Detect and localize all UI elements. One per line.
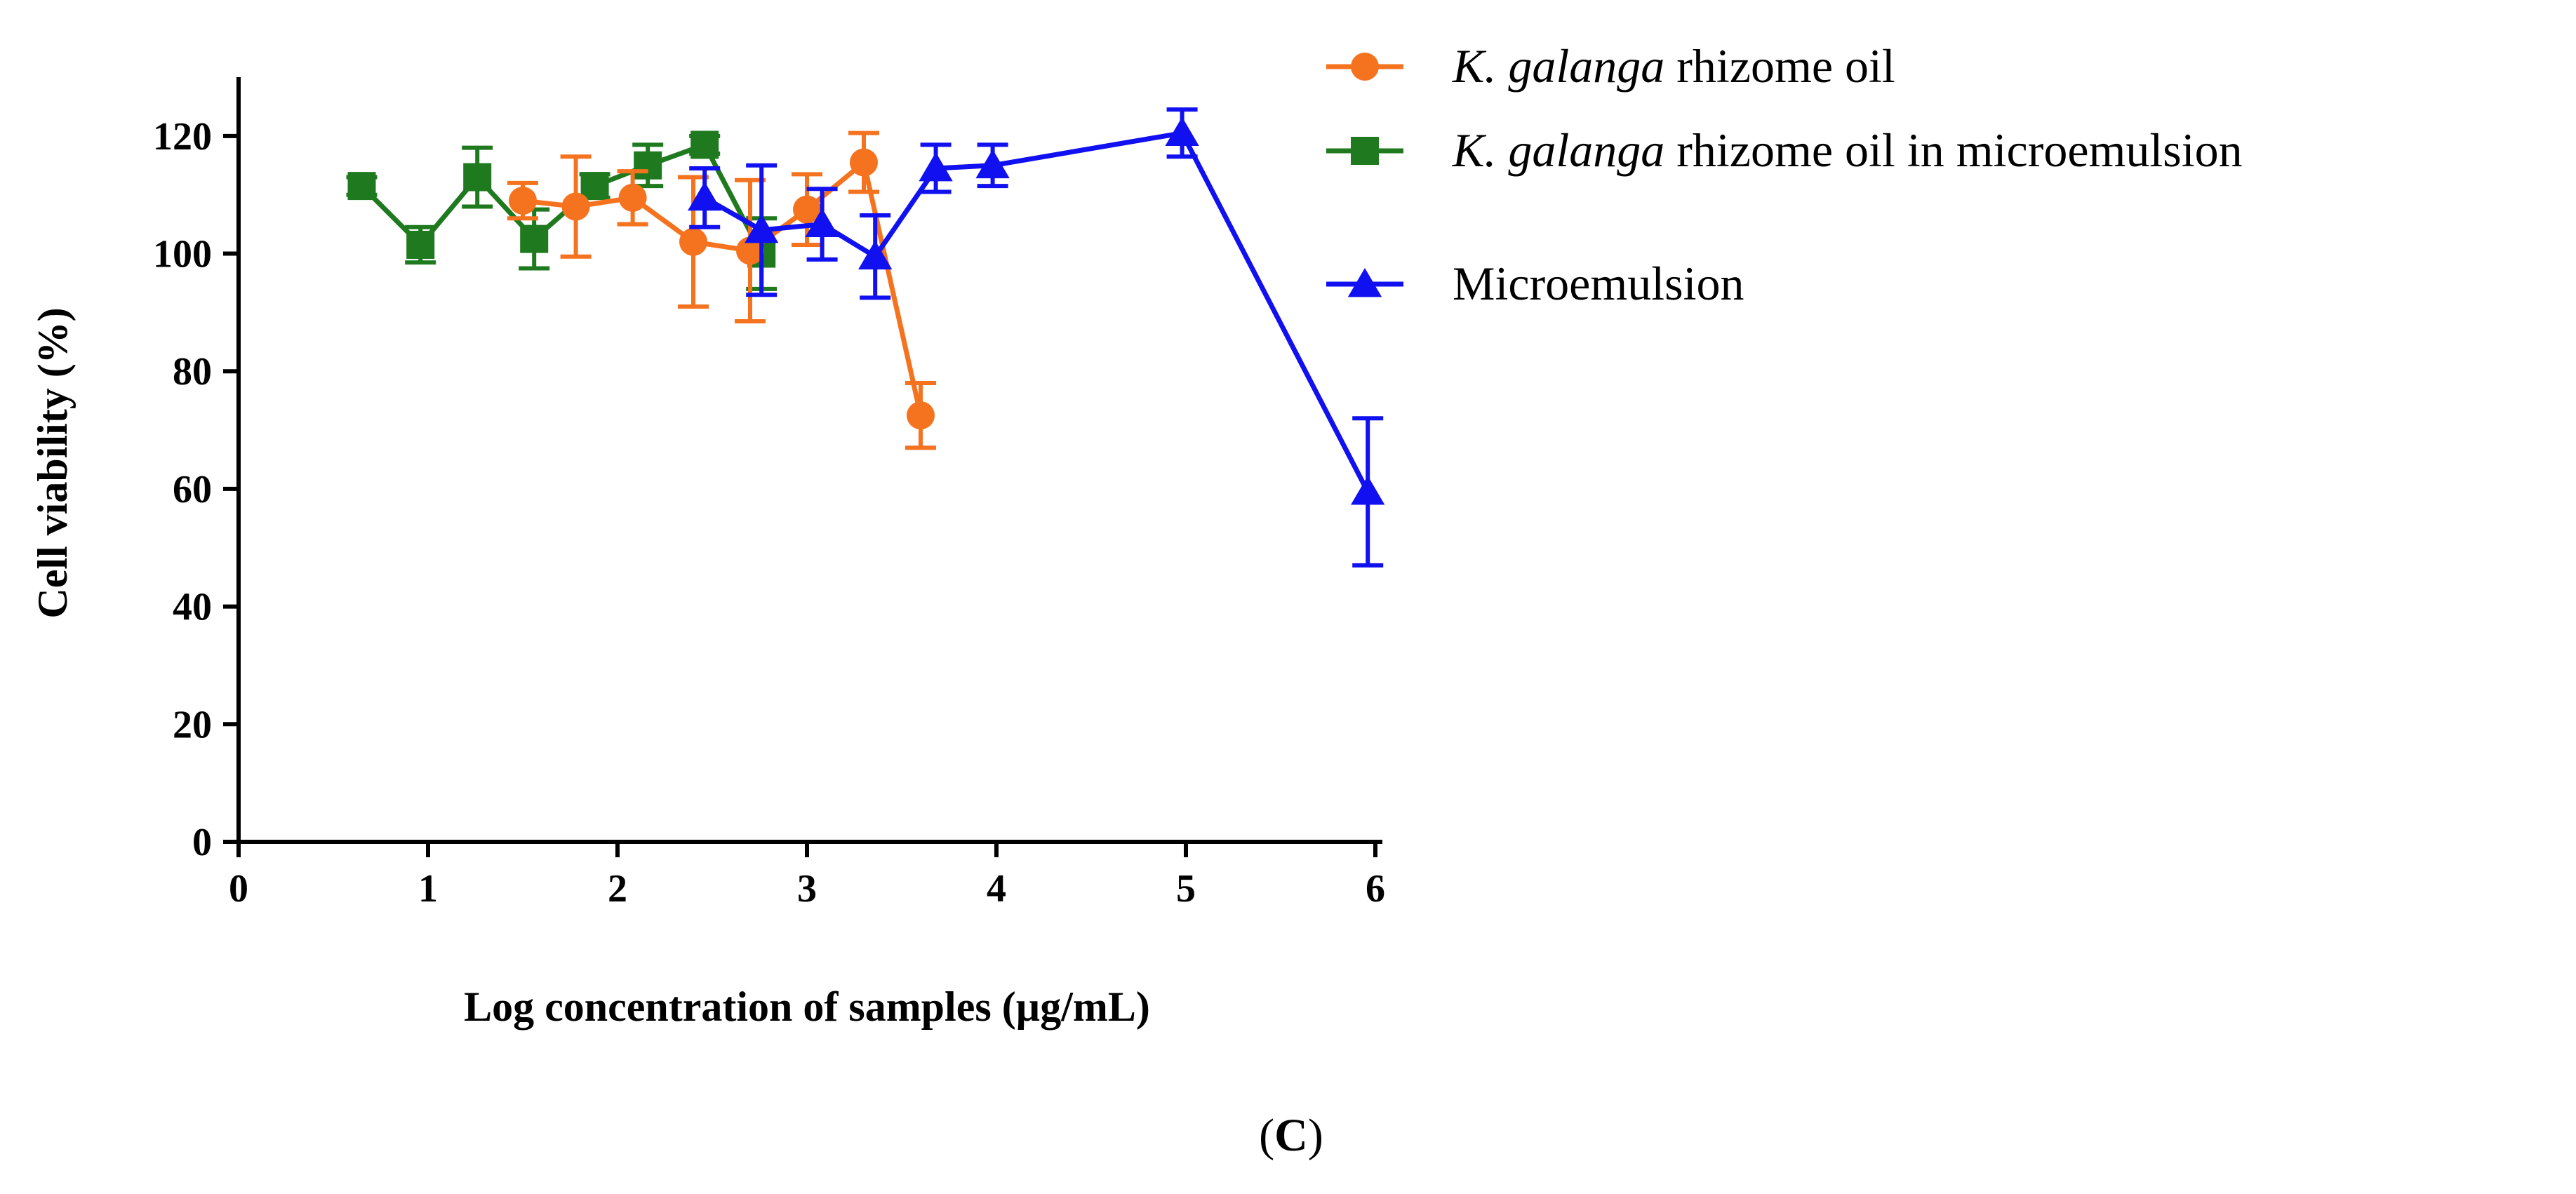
x-tick-label: 6 [1366, 867, 1385, 911]
series-triangle [688, 107, 1385, 568]
legend-label: K. galanga rhizome oil [1452, 39, 1895, 93]
y-axis-title: Cell viability (%) [29, 307, 76, 618]
x-tick-label: 0 [229, 867, 248, 911]
y-tick-label: 100 [153, 233, 212, 276]
y-tick-label: 120 [153, 115, 212, 159]
y-tick-label: 80 [173, 350, 212, 394]
x-tick-label: 3 [797, 867, 817, 911]
legend-item: K. galanga rhizome oil [1326, 39, 1895, 93]
legend-label: K. galanga rhizome oil in microemulsion [1452, 123, 2243, 177]
data-point-square [347, 172, 376, 201]
panel-label-part: ) [1308, 1110, 1323, 1161]
data-point-circle [736, 236, 764, 265]
legend-label-part: K. galanga [1452, 123, 1664, 177]
legend-item: Microemulsion [1326, 257, 1744, 310]
data-point-triangle [1165, 116, 1199, 147]
series-layer [346, 107, 1385, 568]
panel-label-part: C [1274, 1110, 1308, 1161]
legend-label: Microemulsion [1453, 257, 1744, 310]
data-point-triangle [1351, 476, 1385, 505]
data-point-circle [561, 192, 590, 221]
x-tick-label: 4 [987, 867, 1006, 911]
panel-label-part: ( [1259, 1110, 1274, 1161]
data-point-square [406, 230, 435, 259]
legend-item: K. galanga rhizome oil in microemulsion [1326, 123, 2243, 177]
data-point-triangle [745, 214, 779, 243]
x-axis-title: Log concentration of samples (µg/mL) [464, 984, 1150, 1030]
data-point-square [634, 151, 662, 180]
data-point-triangle [688, 181, 722, 211]
data-point-triangle [975, 149, 1010, 179]
data-point-circle [850, 148, 878, 177]
legend-label-part: rhizome oil in microemulsion [1664, 123, 2242, 177]
data-point-square [520, 224, 549, 253]
data-point-triangle [805, 208, 839, 238]
data-point-square [580, 172, 609, 201]
legend-label-part: K. galanga [1452, 39, 1664, 93]
panel-label: (C) [1259, 1110, 1323, 1161]
data-point-circle [679, 227, 707, 256]
x-tick-label: 1 [418, 867, 438, 911]
series-line [703, 130, 1370, 493]
x-tick-label: 2 [608, 867, 627, 911]
data-point-square [463, 163, 492, 192]
legend-label-part: rhizome oil [1664, 39, 1895, 93]
y-tick-label: 40 [173, 586, 212, 629]
y-tick-label: 0 [192, 821, 212, 864]
data-point-circle [907, 401, 935, 430]
data-point-triangle [858, 240, 893, 270]
y-tick-label: 60 [173, 468, 212, 511]
data-point-triangle [1347, 268, 1382, 297]
x-tick-label: 5 [1176, 867, 1196, 911]
legend-label-part: Microemulsion [1453, 257, 1744, 310]
data-point-circle [1351, 53, 1379, 81]
data-point-circle [618, 183, 647, 212]
data-point-square [1351, 137, 1379, 165]
data-point-circle [509, 187, 537, 215]
y-tick-label: 20 [173, 703, 212, 746]
data-point-square [690, 130, 719, 159]
data-point-circle [793, 195, 821, 224]
series-circle [507, 130, 936, 450]
data-point-triangle [919, 152, 953, 182]
